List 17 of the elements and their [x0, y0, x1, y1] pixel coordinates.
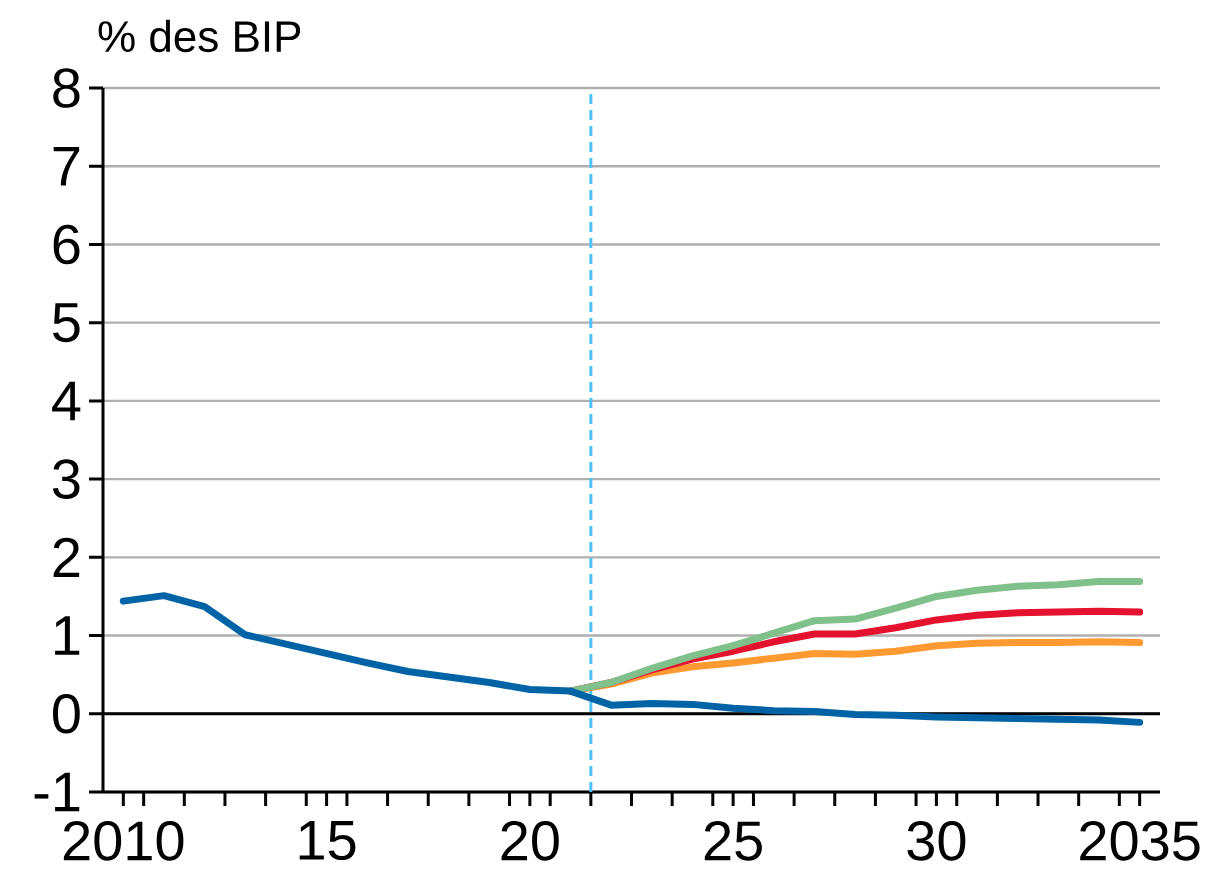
y-tick-label: 2: [53, 537, 80, 577]
y-tick-label: 4: [52, 381, 81, 421]
x-tick-label: 20: [501, 821, 559, 861]
x-tick-label: 30: [907, 821, 966, 861]
y-tick-label: 0: [53, 693, 80, 734]
y-tick-label: 1: [55, 616, 80, 655]
y-tick-label: 3: [52, 459, 80, 499]
y-tick-label: 8: [53, 68, 80, 108]
x-tick-label: 15: [299, 821, 356, 861]
x-tick-label: 2035: [1080, 821, 1200, 861]
y-tick-label: -1: [34, 772, 80, 812]
x-tick-label: 2010: [63, 821, 184, 861]
y-tick-label: 5: [53, 303, 80, 343]
y-axis-title: % des BIP: [98, 19, 301, 53]
y-tick-label: 6: [53, 224, 80, 265]
x-tick-label: 25: [704, 821, 762, 861]
y-tick-label: 7: [53, 146, 80, 186]
